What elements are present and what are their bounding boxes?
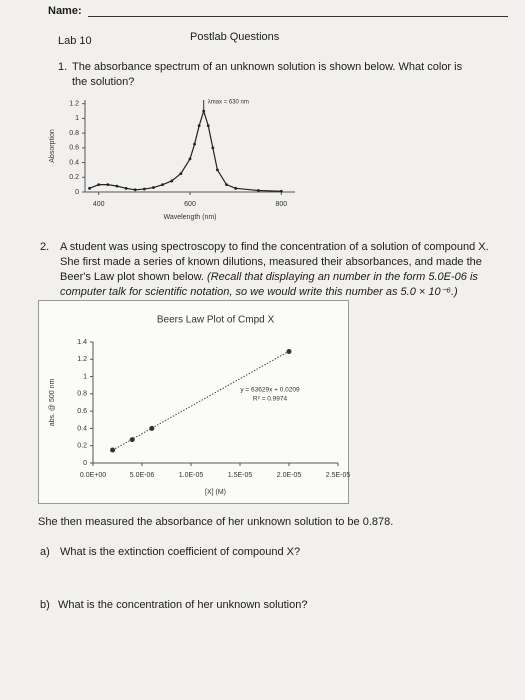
y-axis-label: Absorption [49,129,56,163]
y-tick-label: 0.6 [69,145,79,152]
question-text: The absorbance spectrum of an unknown so… [72,61,463,88]
question-number: 1. [58,61,68,73]
spectrum-chart: 0 0.2 0.4 0.6 0.8 1 1.2 400 600 800 Wavelength (nm… [49,100,295,221]
x-tick-label: 0.0E+00 [80,472,106,479]
annotation: λmax = 630 nm [208,100,249,106]
y-tick-label: 1 [75,115,79,122]
data-point [286,349,292,355]
y-tick-label: 1.2 [69,101,79,108]
data-point [279,189,283,193]
x-tick-label: 1.0E-05 [179,472,204,479]
subquestion-text: What is the extinction coefficient of co… [60,546,301,558]
y-tick-label: 0 [83,460,87,467]
chart-title: Beers Law Plot of Cmpd X [157,315,275,326]
data-point [161,183,165,187]
trendline-equation: y = 63629x + 0.0209 [240,387,300,394]
y-tick-label: 1.2 [77,356,87,363]
x-tick-label: 2.0E-05 [277,472,302,479]
subquestion-label: b) [40,599,50,611]
y-tick-label: 1.4 [77,339,87,346]
data-point [129,437,135,443]
page-title: Postlab Questions [190,31,280,43]
data-point [106,183,110,187]
data-point [234,186,238,190]
y-axis-label: abs. @ 500 nm [49,379,56,427]
x-tick-label: 2.5E-05 [326,472,350,479]
x-tick-label: 400 [93,201,105,208]
y-tick-label: 1 [83,373,87,380]
question-body: A student was using spectroscopy to find… [60,241,489,283]
y-tick-label: 0.8 [69,130,79,137]
data-point [211,146,215,150]
y-tick-label: 0.6 [77,408,87,415]
x-axis-label: Wavelength (nm) [163,214,216,221]
x-tick-label: 800 [275,201,287,208]
name-line [88,16,508,17]
data-point [202,109,206,113]
data-point [197,124,201,128]
spectrum-line [89,109,282,192]
name-label: Name: [48,5,82,17]
beers-law-chart: Beers Law Plot of Cmpd X 0 0.2 0.4 0.6 0.8 1 1.… [38,300,350,504]
data-point [152,186,155,189]
x-tick-label: 600 [184,201,196,208]
data-point [206,124,210,128]
data-point [88,186,91,190]
y-tick-label: 0.2 [69,174,79,181]
data-point [142,187,146,191]
data-point [193,142,196,146]
y-tick-label: 0.4 [77,425,87,432]
data-point [97,183,101,187]
r-squared: R² = 0.9974 [253,396,288,403]
lab-number: Lab 10 [58,35,92,47]
x-tick-label: 1.5E-05 [228,472,253,479]
x-tick-label: 5.0E-06 [130,472,155,479]
subquestion-label: a) [40,546,50,558]
y-tick-label: 0 [75,189,79,196]
y-tick-label: 0.4 [69,159,79,166]
question-number: 2. [40,241,50,253]
data-point [149,425,155,431]
y-tick-label: 0.8 [77,391,87,398]
data-point [110,447,116,453]
question-text: A student was using spectroscopy to find… [60,240,510,300]
trendline [112,350,290,451]
data-point [133,188,137,192]
data-point [124,186,128,190]
subquestion-text: What is the concentration of her unknown… [58,599,308,611]
question-note: (Recall that displaying an number in the… [60,271,478,298]
data-point [225,183,228,187]
data-point [115,184,119,188]
x-axis-label: [X] (M) [205,489,226,496]
data-point [257,189,260,192]
measurement-text: She then measured the absorbance of her … [38,516,394,528]
data-point [188,157,192,161]
data-point [215,168,219,172]
chart-border [38,300,349,504]
data-point [179,172,183,175]
data-point [170,179,174,183]
y-tick-label: 0.2 [77,443,87,450]
